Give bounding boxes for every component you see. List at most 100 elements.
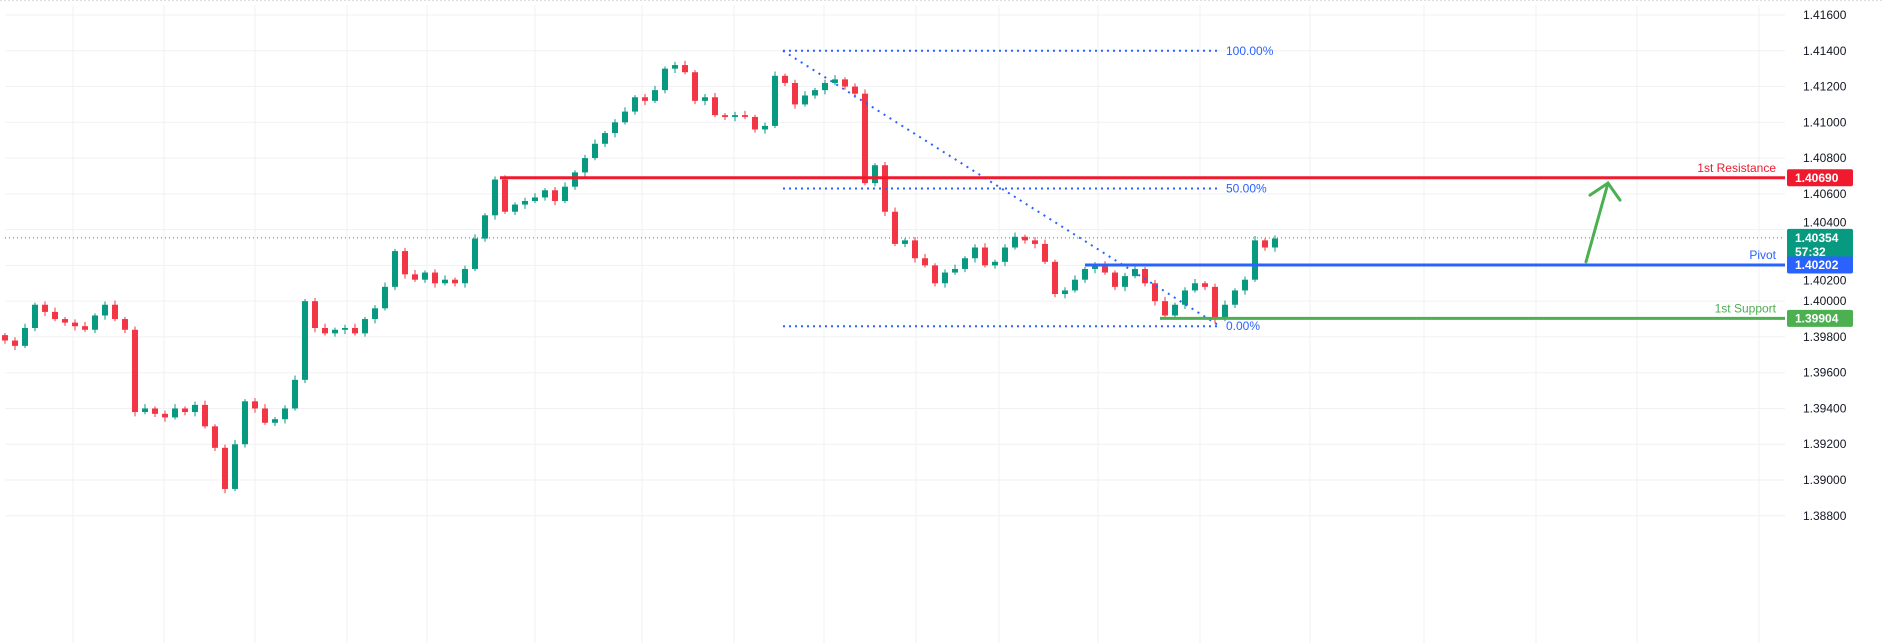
candle-body <box>722 115 728 117</box>
candle <box>1192 278 1198 293</box>
y-tick-label: 1.39000 <box>1803 473 1847 487</box>
candle <box>282 405 288 424</box>
candle-body <box>1252 240 1258 280</box>
candle-body <box>832 79 838 83</box>
candle <box>402 247 408 279</box>
candle-body <box>702 97 708 101</box>
candle-body <box>452 279 458 284</box>
candle <box>362 316 368 337</box>
y-axis[interactable]: 1.41600 1.41400 1.41200 1.41000 1.40800 1.406… <box>1803 8 1847 523</box>
candle-body <box>932 265 938 284</box>
candle-body <box>542 190 548 198</box>
candle-body <box>472 238 478 269</box>
y-tick-label: 1.40400 <box>1803 216 1847 230</box>
candle-body <box>532 197 538 202</box>
candle-body <box>1162 301 1168 316</box>
support-price-tag: 1.39904 <box>1787 309 1853 327</box>
candle-body <box>1002 247 1008 262</box>
candle <box>472 234 478 272</box>
fibonacci-retracement[interactable]: 100.00% 50.00% 0.00% <box>782 44 1274 333</box>
candle-body <box>1032 240 1038 244</box>
candle <box>1052 259 1058 298</box>
candle-body <box>52 311 58 320</box>
candle <box>592 139 598 161</box>
candle-body <box>712 97 718 116</box>
candle <box>902 238 908 248</box>
y-tick-label: 1.39400 <box>1803 401 1847 415</box>
candle <box>1272 235 1278 252</box>
y-tick-label: 1.41000 <box>1803 115 1847 129</box>
candle <box>832 75 838 86</box>
y-tick-label: 1.38800 <box>1803 509 1847 523</box>
candle-body <box>1202 283 1208 287</box>
y-tick-label: 1.41600 <box>1803 8 1847 22</box>
candle <box>552 187 558 206</box>
candle <box>772 71 778 129</box>
candle <box>762 122 768 134</box>
candle <box>142 404 148 415</box>
candle <box>862 89 868 186</box>
candle <box>242 399 248 448</box>
candle <box>722 113 728 121</box>
candle <box>92 313 98 333</box>
candle-body <box>1122 276 1128 287</box>
candle <box>262 404 268 425</box>
candle <box>312 297 318 333</box>
candle-body <box>1052 261 1058 295</box>
candle <box>672 61 678 73</box>
candle <box>1172 302 1178 319</box>
candle <box>112 300 118 322</box>
candle <box>842 77 848 90</box>
candle <box>802 91 808 107</box>
candle <box>432 269 438 288</box>
candle-body <box>432 272 438 284</box>
pivot-price-tag: 1.40202 <box>1787 256 1853 274</box>
candle-body <box>922 258 928 266</box>
candle-body <box>662 68 668 91</box>
candle <box>232 439 238 492</box>
last-price: 1.40354 <box>1795 231 1839 245</box>
candle <box>172 404 178 420</box>
candle-body <box>982 247 988 266</box>
candle <box>302 299 308 384</box>
candle-body <box>232 444 238 489</box>
candle <box>422 270 428 283</box>
candle <box>1082 266 1088 283</box>
candle-body <box>742 115 748 117</box>
candle-body <box>222 447 228 489</box>
candle-body <box>1182 290 1188 305</box>
candle-body <box>442 279 448 284</box>
candle <box>292 375 298 411</box>
candle <box>742 110 748 120</box>
candle <box>222 444 228 494</box>
candle-body <box>42 304 48 312</box>
pivot-label: Pivot <box>1749 248 1776 262</box>
candle <box>1202 281 1208 291</box>
candle-body <box>172 408 178 418</box>
candle-body <box>102 304 108 316</box>
candle <box>752 114 758 133</box>
candle <box>152 406 158 418</box>
candle-body <box>872 165 878 184</box>
candle <box>1162 296 1168 318</box>
candle-body <box>12 340 18 346</box>
candle <box>452 277 458 287</box>
projection-arrow-icon[interactable] <box>1584 181 1622 264</box>
candle <box>62 316 68 326</box>
candle <box>122 316 128 333</box>
candle-body <box>502 179 508 212</box>
y-tick-label: 1.39800 <box>1803 330 1847 344</box>
candle-body <box>122 319 128 330</box>
candle <box>212 424 218 452</box>
candle-body <box>902 240 908 244</box>
candle <box>712 92 718 118</box>
candle <box>162 410 168 422</box>
candle <box>932 263 938 287</box>
candle <box>992 259 998 269</box>
candle <box>1062 287 1068 299</box>
candle-body <box>862 93 868 184</box>
candle <box>272 417 278 426</box>
candle-body <box>1092 265 1098 269</box>
